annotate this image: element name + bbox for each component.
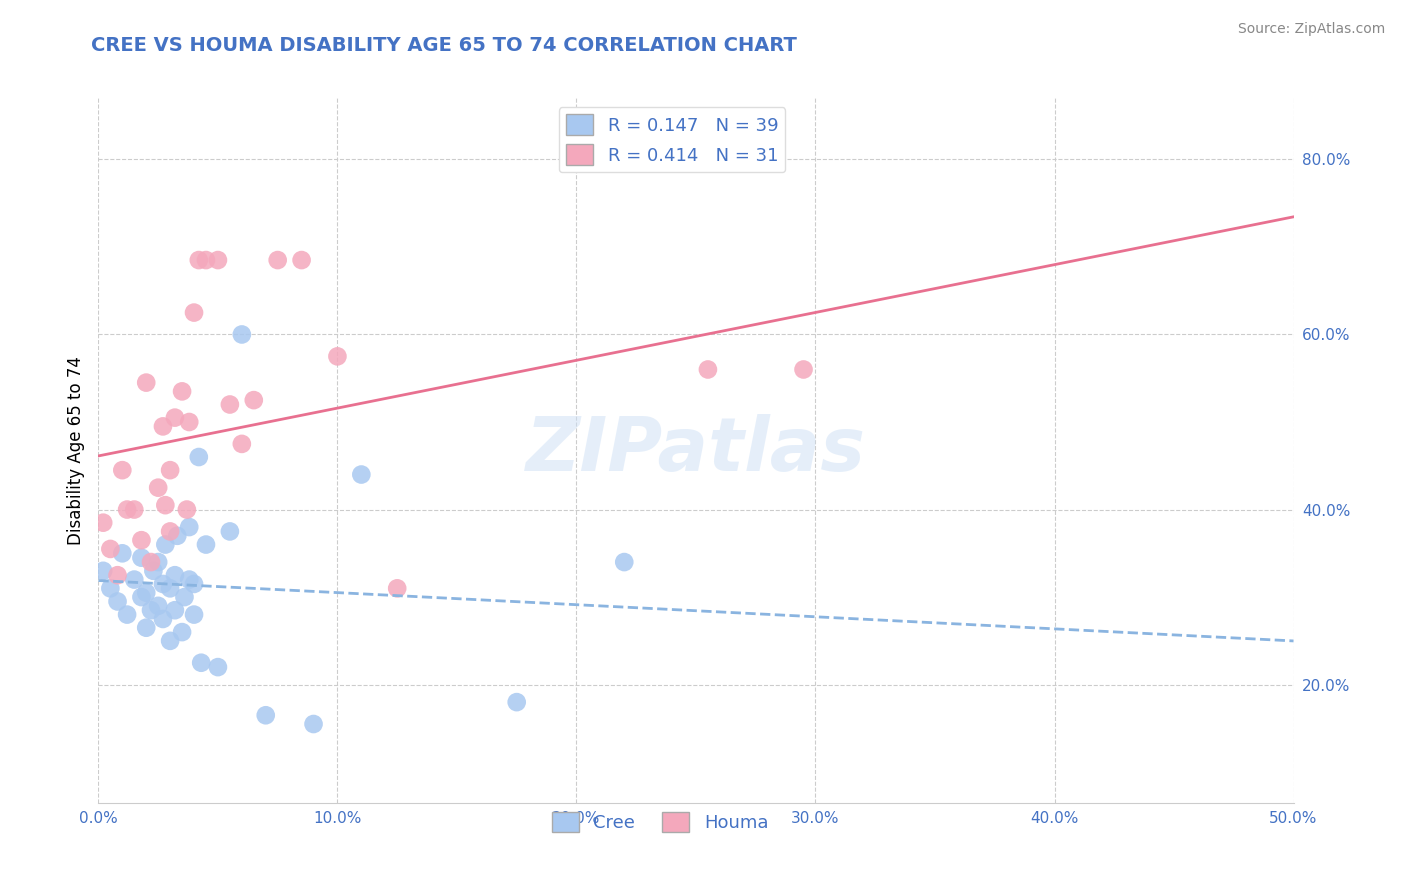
Point — [176, 502, 198, 516]
Point — [231, 327, 253, 342]
Point — [207, 660, 229, 674]
Point — [183, 305, 205, 319]
Point — [172, 625, 194, 640]
Point — [152, 577, 174, 591]
Point — [148, 481, 170, 495]
Point — [131, 590, 153, 604]
Text: CREE VS HOUMA DISABILITY AGE 65 TO 74 CORRELATION CHART: CREE VS HOUMA DISABILITY AGE 65 TO 74 CO… — [91, 36, 797, 54]
Point — [187, 450, 209, 464]
Point — [115, 607, 138, 622]
Text: Source: ZipAtlas.com: Source: ZipAtlas.com — [1237, 22, 1385, 37]
Point — [124, 502, 146, 516]
Point — [183, 577, 205, 591]
Point — [91, 516, 114, 530]
Point — [107, 568, 129, 582]
Point — [142, 564, 165, 578]
Point — [91, 564, 114, 578]
Point — [159, 633, 181, 648]
Point — [115, 502, 138, 516]
Point — [173, 590, 195, 604]
Point — [187, 253, 209, 268]
Point — [254, 708, 277, 723]
Point — [350, 467, 373, 482]
Y-axis label: Disability Age 65 to 74: Disability Age 65 to 74 — [66, 356, 84, 545]
Point — [139, 555, 162, 569]
Point — [124, 573, 146, 587]
Point — [179, 520, 201, 534]
Point — [159, 524, 181, 539]
Point — [131, 533, 153, 548]
Point — [231, 437, 253, 451]
Text: ZIPatlas: ZIPatlas — [526, 414, 866, 487]
Point — [190, 656, 212, 670]
Point — [163, 410, 186, 425]
Point — [152, 612, 174, 626]
Point — [163, 568, 186, 582]
Point — [159, 463, 181, 477]
Point — [166, 529, 188, 543]
Point — [172, 384, 194, 399]
Point — [155, 537, 177, 551]
Point — [243, 393, 266, 408]
Point — [131, 550, 153, 565]
Point — [135, 621, 157, 635]
Point — [107, 594, 129, 608]
Point — [111, 463, 134, 477]
Point — [98, 582, 122, 596]
Point — [135, 376, 157, 390]
Point — [302, 717, 325, 731]
Point — [163, 603, 186, 617]
Point — [139, 603, 162, 617]
Point — [111, 546, 134, 560]
Point — [148, 599, 170, 613]
Point — [148, 555, 170, 569]
Point — [385, 582, 409, 596]
Point — [219, 397, 242, 411]
Point — [195, 253, 218, 268]
Point — [267, 253, 290, 268]
Point — [793, 362, 815, 376]
Point — [152, 419, 174, 434]
Point — [179, 573, 201, 587]
Point — [159, 582, 181, 596]
Point — [135, 585, 157, 599]
Point — [179, 415, 201, 429]
Legend: Cree, Houma: Cree, Houma — [544, 805, 776, 839]
Point — [207, 253, 229, 268]
Point — [219, 524, 242, 539]
Point — [195, 537, 218, 551]
Point — [291, 253, 314, 268]
Point — [697, 362, 720, 376]
Point — [98, 541, 122, 556]
Point — [155, 498, 177, 512]
Point — [613, 555, 636, 569]
Point — [326, 350, 349, 364]
Point — [183, 607, 205, 622]
Point — [506, 695, 529, 709]
